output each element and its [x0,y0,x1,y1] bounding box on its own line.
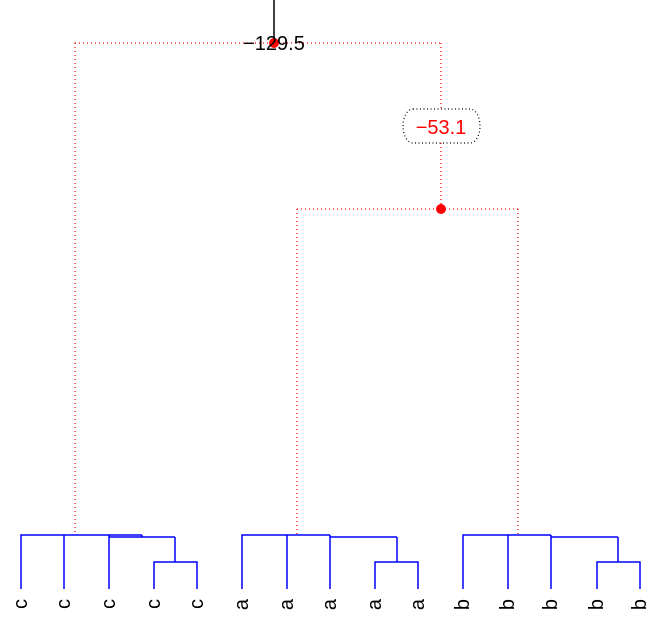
cluster-branches [20,534,198,589]
leaf-label: a [364,598,386,610]
leaf-label: a [276,598,298,610]
cluster-a [241,534,419,589]
leaf-label: c [10,599,32,609]
leaf-label: c [98,599,120,609]
cluster-branches [462,534,641,589]
leaf-label: c [186,599,208,609]
inner-node-label-box: −53.1 [402,108,481,144]
leaf-label: a [231,598,253,610]
leaf-label: b [586,599,608,610]
cluster-branches [241,534,419,589]
upper-tree [74,42,519,535]
root-node-marker [269,38,279,48]
inner-node-marker [436,204,446,214]
label-box-outline [402,108,481,144]
leaf-label: a [319,598,341,610]
leaf-label: c [143,599,165,609]
root-label: −129.5 [243,33,305,55]
leaf-label: c [53,599,75,609]
cluster-b [462,534,641,589]
leaf-label: b [629,599,651,610]
leaf-label: b [497,599,519,610]
cluster-c [20,534,198,589]
leaf-label: a [407,598,429,610]
inner-node-label: −53.1 [416,117,467,139]
leaf-label: b [452,599,474,610]
leaf-label: b [540,599,562,610]
